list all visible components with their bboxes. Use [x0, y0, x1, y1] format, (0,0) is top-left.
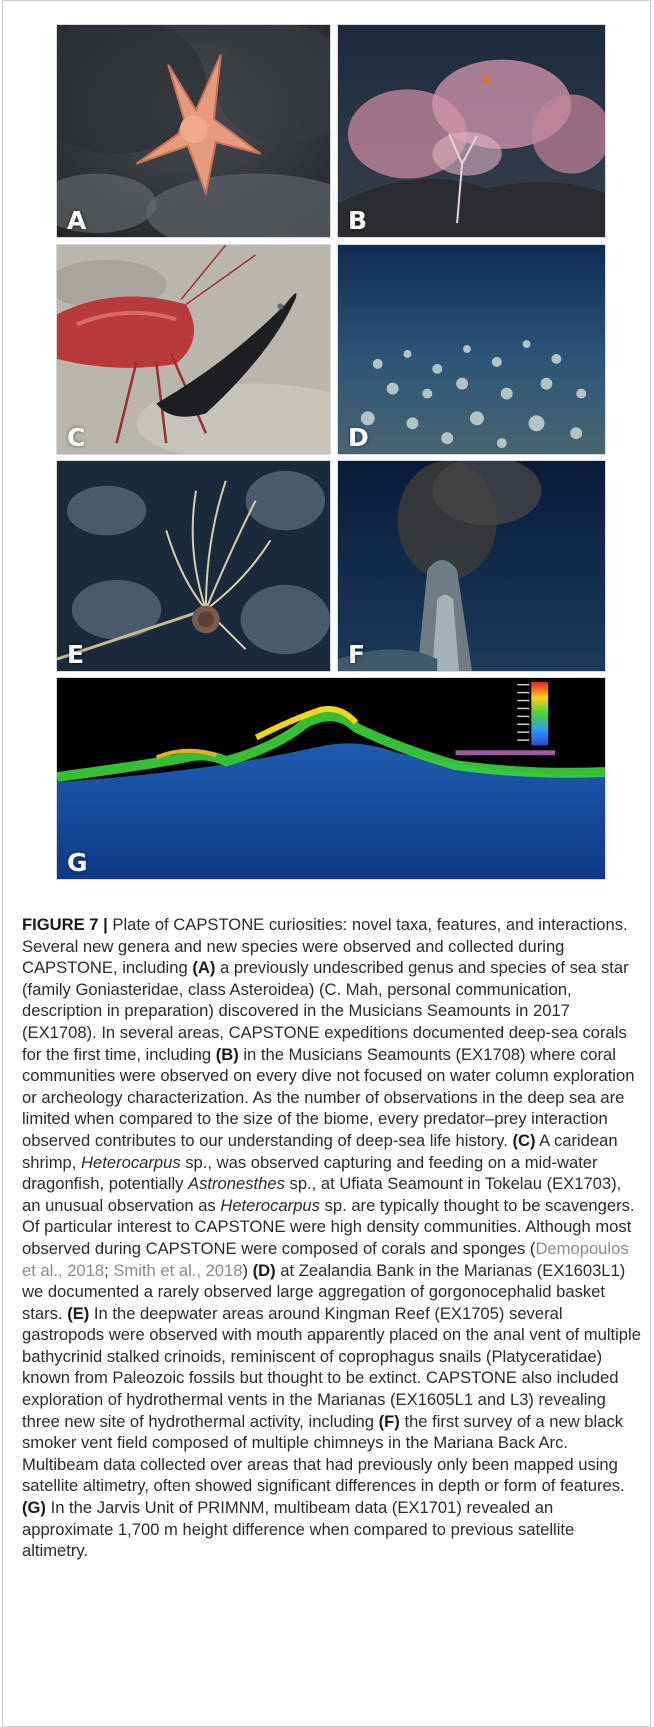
- figure-caption: FIGURE 7 | Plate of CAPSTONE curiosities…: [22, 914, 644, 1562]
- multibeam-bathymetry-image: [57, 678, 605, 879]
- coral-image: [338, 25, 605, 237]
- figure-label: FIGURE 7 |: [22, 915, 108, 934]
- caption-text: A caridean shrimp,: [22, 1130, 618, 1172]
- caption-text: ;: [104, 1260, 114, 1280]
- crinoid-gastropod-image: [57, 461, 330, 671]
- shrimp-dragonfish-image: [57, 245, 330, 454]
- panel-label: D: [348, 423, 369, 452]
- panel-label: F: [348, 640, 366, 669]
- panel-e-crinoid-photo: E: [56, 460, 331, 672]
- panel-c-shrimp-photo: C: [56, 244, 331, 455]
- panel-marker: (D): [252, 1260, 276, 1280]
- panel-marker: (E): [67, 1303, 90, 1323]
- caption-text: sp., was observed capturing and feeding …: [22, 1152, 598, 1194]
- basket-stars-image: [338, 245, 605, 454]
- taxon-name: Heterocarpus: [81, 1152, 181, 1172]
- taxon-name: Astronesthes: [188, 1174, 285, 1194]
- panel-marker: (A): [192, 958, 216, 978]
- panel-b-coral-photo: B: [337, 24, 606, 238]
- panel-label: G: [67, 848, 88, 877]
- panel-label: C: [67, 423, 86, 452]
- black-smoker-image: [338, 461, 605, 671]
- panel-f-black-smoker-photo: F: [337, 460, 606, 672]
- panel-label: E: [67, 640, 85, 669]
- caption-text: a previously undescribed genus and speci…: [22, 958, 629, 1064]
- panel-marker: (C): [512, 1130, 536, 1150]
- caption-text: Plate of CAPSTONE curiosities: novel tax…: [22, 915, 628, 978]
- caption-text: in the Musicians Seamounts (EX1708) wher…: [22, 1044, 635, 1150]
- panel-label: A: [67, 206, 87, 235]
- taxon-name: Heterocarpus: [220, 1195, 320, 1215]
- panel-d-basket-stars-photo: D: [337, 244, 606, 455]
- citation-link[interactable]: Demopoulos et al., 2018: [22, 1238, 629, 1280]
- sea-star-image: [57, 25, 330, 237]
- panel-marker: (F): [378, 1411, 400, 1431]
- panel-g-multibeam-image: G: [56, 677, 606, 880]
- caption-text: sp. are typically thought to be scavenge…: [22, 1195, 635, 1258]
- panel-label: B: [348, 206, 368, 235]
- caption-text: In the deepwater areas around Kingman Re…: [22, 1303, 641, 1431]
- caption-text: sp., at Ufiata Seamount in Tokelau (EX17…: [22, 1174, 622, 1215]
- caption-text: ): [242, 1260, 253, 1280]
- caption-text: the first survey of a new black smoker v…: [22, 1411, 625, 1496]
- depth-color-bar: [531, 681, 549, 746]
- caption-text: In the Jarvis Unit of PRIMNM, multibeam …: [22, 1498, 575, 1561]
- caption-text: at Zealandia Bank in the Marianas (EX160…: [22, 1260, 626, 1323]
- panel-marker: (G): [22, 1498, 46, 1518]
- panel-marker: (B): [215, 1044, 239, 1064]
- panel-a-sea-star-photo: A: [56, 24, 331, 238]
- citation-link[interactable]: Smith et al., 2018: [113, 1260, 243, 1280]
